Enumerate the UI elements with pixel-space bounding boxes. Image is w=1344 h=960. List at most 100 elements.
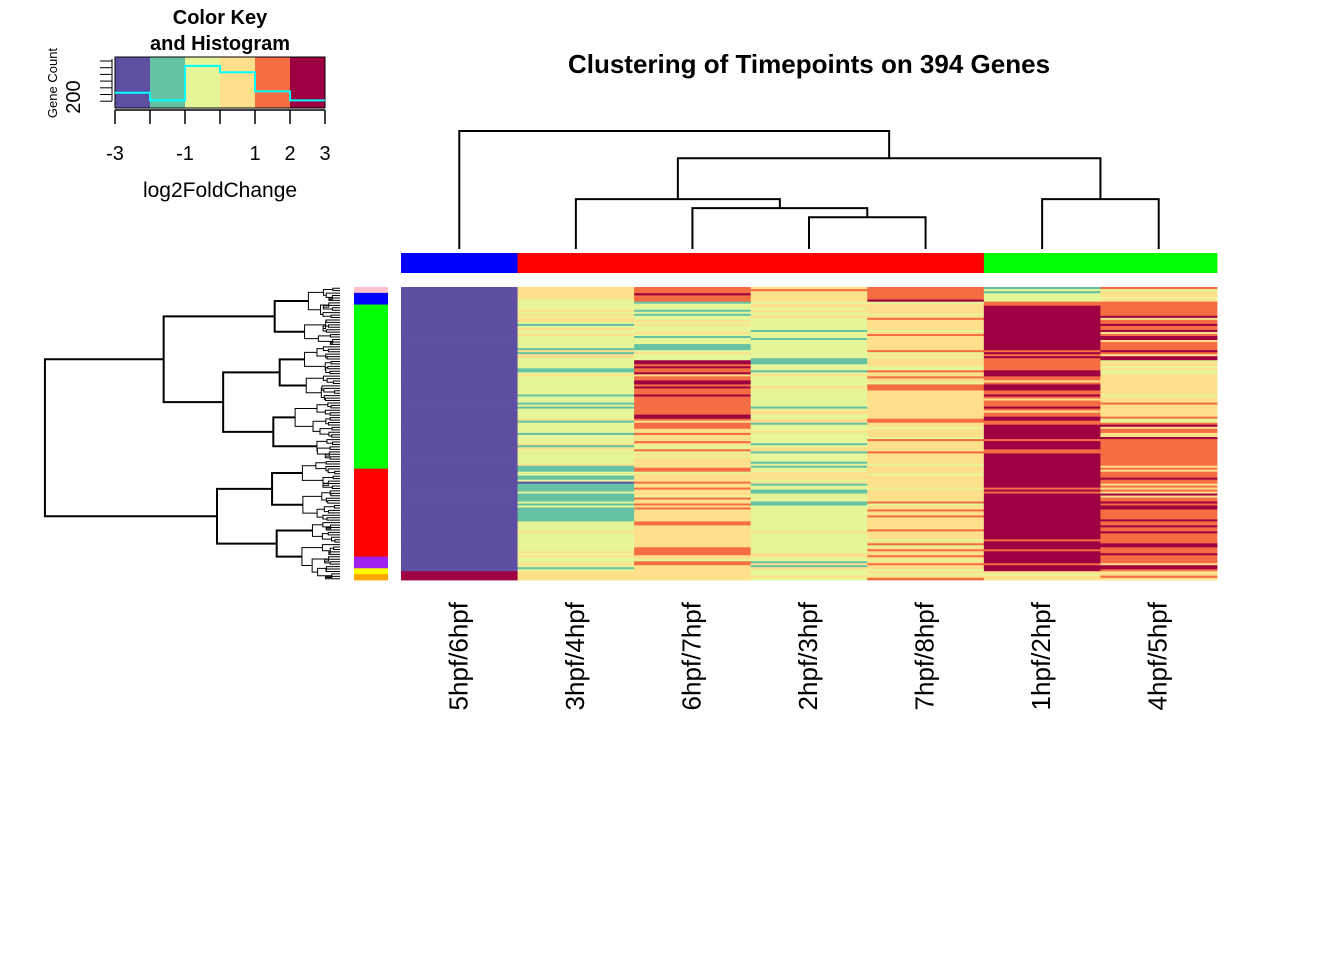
heatmap-cell: [750, 439, 868, 442]
heatmap-cell: [750, 327, 868, 331]
heatmap-cell: [867, 525, 985, 528]
column-cluster-cell: [867, 253, 985, 273]
heatmap-cell: [517, 495, 635, 498]
heatmap-cell: [634, 537, 752, 540]
heatmap-cell: [750, 350, 868, 353]
heatmap-cell: [867, 406, 985, 409]
heatmap-cell: [517, 573, 635, 577]
heatmap-cell: [867, 575, 985, 579]
heatmap-cell: [750, 289, 868, 292]
heatmap-cell: [634, 289, 752, 292]
heatmap-cell: [634, 313, 752, 317]
heatmap-cell: [1100, 295, 1218, 298]
heatmap-cell: [1100, 571, 1218, 574]
heatmap-cell: [517, 493, 635, 496]
heatmap-cell: [634, 378, 752, 381]
heatmap-cell: [634, 406, 752, 409]
heatmap-cell: [983, 340, 1101, 343]
heatmap-cell: [867, 414, 985, 418]
heatmap-cell: [867, 295, 985, 298]
heatmap-cell: [401, 414, 518, 418]
heatmap-cell: [983, 553, 1101, 556]
color-key-y-tick-label: 200: [63, 80, 85, 113]
heatmap-cell: [634, 437, 752, 440]
heatmap-cell: [1100, 333, 1218, 337]
heatmap-cell: [983, 309, 1101, 313]
heatmap-cell: [517, 511, 635, 514]
heatmap-cell: [983, 541, 1101, 544]
heatmap-cell: [867, 453, 985, 456]
row-dendrogram-branch: [305, 377, 324, 394]
heatmap-cell: [750, 575, 868, 579]
heatmap-cell: [634, 459, 752, 463]
heatmap-cell: [983, 426, 1101, 430]
heatmap-cell: [517, 509, 635, 512]
heatmap-cell: [634, 473, 752, 477]
heatmap-cell: [634, 549, 752, 552]
row-dendrogram-branch: [319, 428, 333, 435]
heatmap-cell: [401, 559, 518, 562]
heatmap-cell: [401, 331, 518, 335]
heatmap-cell: [867, 317, 985, 321]
row-dendrogram-branch: [332, 287, 340, 292]
heatmap-cell: [517, 342, 635, 345]
heatmap-cell: [1100, 465, 1218, 469]
heatmap-cell: [1100, 541, 1218, 544]
heatmap-cell: [517, 471, 635, 475]
row-dendrogram-branch: [334, 505, 340, 509]
heatmap-cell: [517, 398, 635, 401]
row-dendrogram-branch: [304, 324, 326, 340]
heatmap-cell: [983, 455, 1101, 458]
heatmap-cell: [867, 432, 985, 436]
heatmap-cell: [1100, 382, 1218, 385]
heatmap-cell: [1100, 390, 1218, 393]
heatmap-cell: [867, 340, 985, 343]
heatmap-cell: [634, 297, 752, 300]
heatmap-cell: [750, 521, 868, 524]
heatmap-cell: [867, 437, 985, 440]
heatmap-cell: [983, 325, 1101, 329]
heatmap-cell: [517, 418, 635, 422]
heatmap-cell: [750, 299, 868, 303]
heatmap-cell: [983, 535, 1101, 538]
heatmap-cell: [1100, 521, 1218, 524]
heatmap-cell: [517, 336, 635, 339]
heatmap-cell: [1100, 577, 1218, 581]
column-cluster-cell: [983, 253, 1101, 273]
heatmap-cell: [867, 428, 985, 432]
heatmap-cell: [517, 559, 635, 562]
row-dendrogram-branch: [333, 546, 340, 550]
heatmap-cell: [517, 473, 635, 477]
heatmap-cell: [750, 445, 868, 448]
heatmap-cell: [517, 571, 635, 574]
heatmap-cell: [634, 485, 752, 489]
heatmap-cell: [634, 348, 752, 351]
row-dendrogram-branch: [316, 447, 331, 455]
heatmap-cell: [401, 549, 518, 552]
heatmap-cell: [1100, 493, 1218, 496]
heatmap-cell: [634, 329, 752, 333]
heatmap-cell: [750, 388, 868, 391]
heatmap-cell: [750, 525, 868, 528]
heatmap-cell: [983, 408, 1101, 412]
heatmap-cell: [517, 311, 635, 315]
row-dendrogram-branch: [329, 456, 340, 460]
heatmap-cell: [867, 366, 985, 369]
heatmap-cell: [634, 471, 752, 475]
heatmap-cell: [867, 378, 985, 381]
heatmap-cell: [401, 412, 518, 416]
heatmap-cell: [401, 561, 518, 564]
heatmap-cell: [401, 376, 518, 379]
color-key-tick-label: 1: [249, 143, 260, 165]
heatmap-cell: [1100, 471, 1218, 475]
heatmap-cell: [517, 531, 635, 534]
heatmap-cell: [867, 457, 985, 460]
heatmap-cell: [1100, 445, 1218, 448]
heatmap-cell: [1100, 307, 1218, 311]
heatmap-cell: [1100, 313, 1218, 317]
heatmap-cell: [983, 338, 1101, 341]
heatmap-cell: [517, 348, 635, 351]
row-dendrogram-branch: [331, 485, 340, 489]
heatmap-cell: [983, 376, 1101, 379]
row-dendrogram-branch: [322, 476, 334, 484]
